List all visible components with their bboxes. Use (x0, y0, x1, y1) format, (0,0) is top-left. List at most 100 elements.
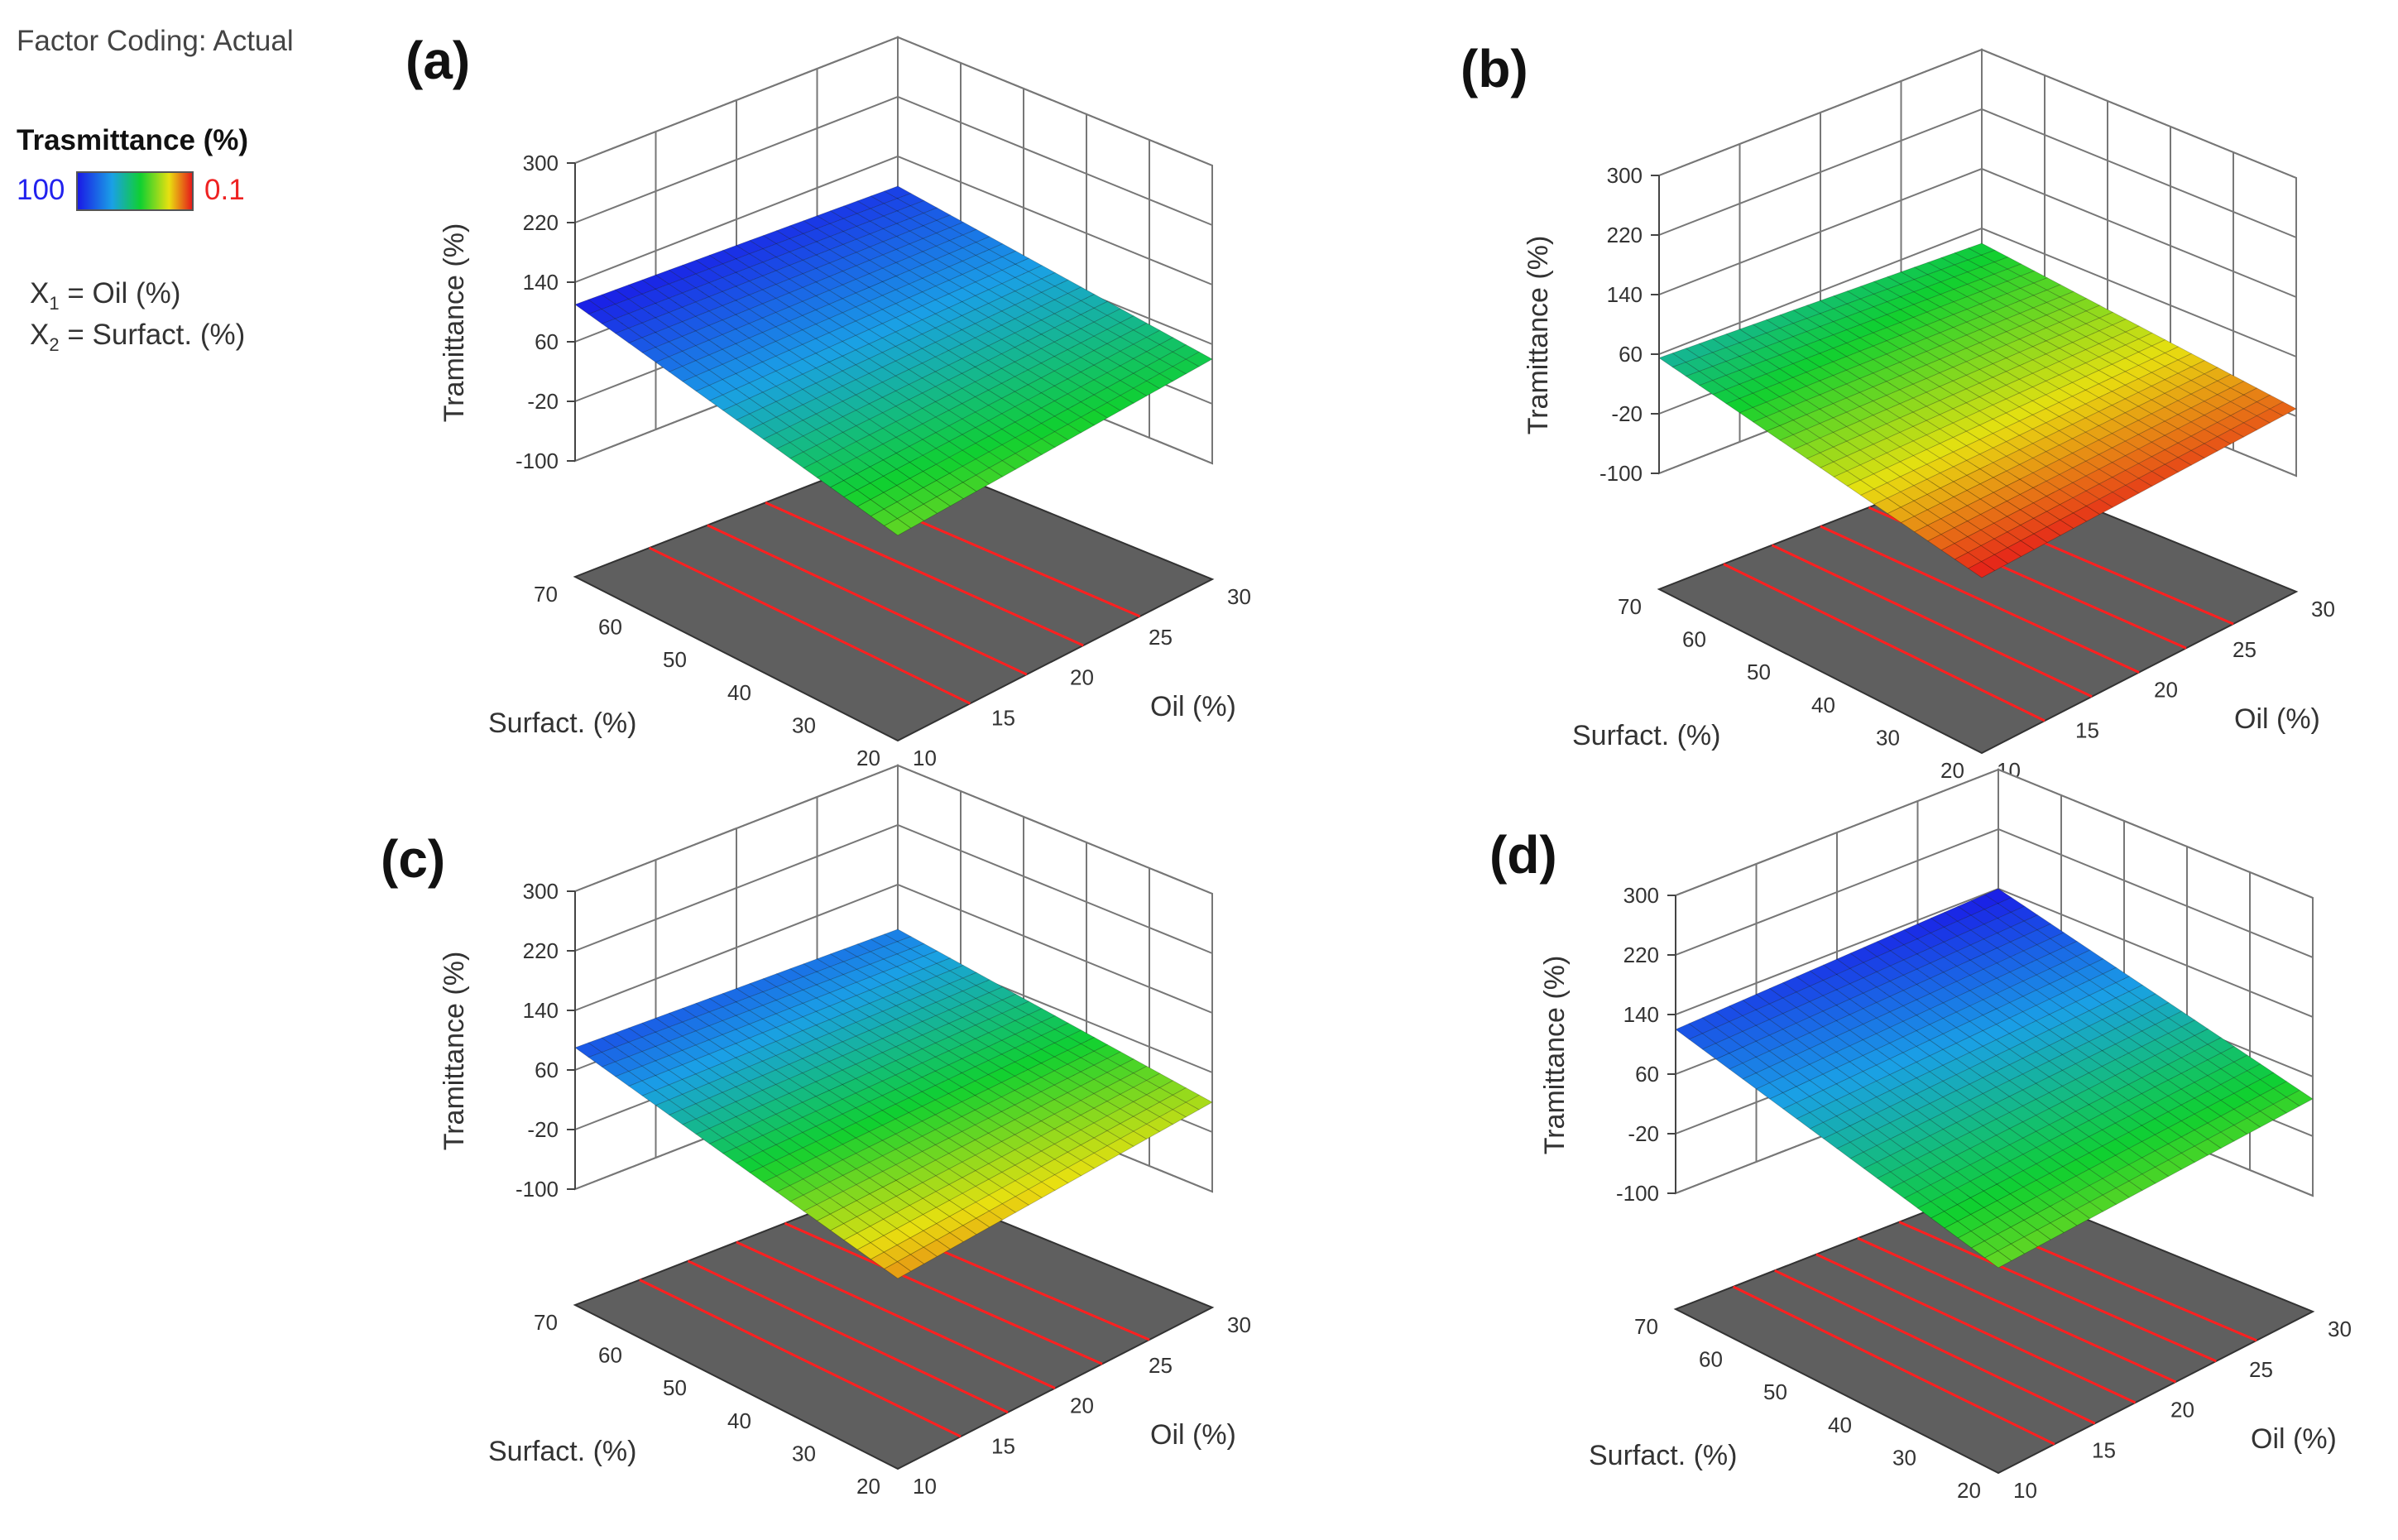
contour-line (1723, 563, 2045, 722)
z-tick-label: 220 (1623, 943, 1659, 967)
response-surface (1675, 888, 2314, 1269)
z-axis-label: Tramittance (%) (439, 952, 470, 1151)
z-tick-label: 60 (1635, 1062, 1659, 1087)
color-scale-high-label: 0.1 (204, 174, 245, 206)
x-tick-label: 10 (913, 1474, 937, 1499)
z-tick-label: -20 (1611, 401, 1643, 426)
x1-symbol: X (30, 277, 50, 309)
z-tick-label: -100 (1616, 1181, 1659, 1206)
y-axis-label: Surfact. (%) (1589, 1440, 1737, 1471)
response-surface (574, 928, 1213, 1279)
z-tick-label: 140 (1607, 282, 1643, 307)
y-tick-label: 70 (534, 1310, 558, 1335)
y-tick-label: 50 (663, 1375, 687, 1400)
x1-subscript: 1 (49, 293, 60, 314)
z-tick-label: 140 (523, 270, 559, 295)
panel-label: (c) (381, 829, 445, 889)
y-tick-label: 20 (856, 746, 880, 770)
x-tick-label: 20 (1070, 1394, 1094, 1418)
surface-facet (1185, 1094, 1213, 1111)
contour-line (1732, 1285, 2055, 1446)
contour-line (765, 501, 1084, 647)
z-tick-label: 220 (523, 938, 559, 963)
response-surface (1658, 242, 2297, 578)
x2-text: = Surfact. (%) (67, 319, 246, 351)
contour-floor (1673, 1182, 2315, 1475)
y-axis-label: Surfact. (%) (1572, 720, 1720, 751)
z-axis-label: Tramittance (%) (1539, 956, 1571, 1155)
z-tick-label: -20 (527, 1117, 559, 1142)
z-tick-label: -100 (516, 449, 559, 473)
panel-label: (d) (1489, 825, 1557, 885)
x1-text: = Oil (%) (67, 277, 181, 309)
contour-line (687, 1259, 1009, 1414)
x-axis-label: Oil (%) (2251, 1423, 2337, 1455)
color-scale-bar (76, 171, 194, 211)
x-tick-label: 15 (991, 1433, 1015, 1458)
z-tick-label: 300 (1623, 883, 1659, 908)
factor-coding-label: Factor Coding: Actual (17, 25, 294, 57)
x-tick-label: 30 (2311, 597, 2335, 621)
y-tick-label: 20 (856, 1474, 880, 1499)
contour-line (639, 1279, 962, 1438)
x-axis-label: Oil (%) (1150, 1419, 1236, 1451)
y-tick-label: 70 (1618, 594, 1642, 619)
panel-label: (a) (405, 31, 470, 90)
y-tick-label: 30 (792, 712, 816, 737)
response-surface (574, 185, 1213, 536)
contour-line (784, 1221, 1103, 1365)
z-tick-label: -20 (1628, 1121, 1659, 1146)
z-tick-label: 300 (1607, 163, 1643, 188)
y-tick-label: 30 (1876, 725, 1900, 750)
surface-facet (2269, 401, 2297, 416)
y-tick-label: 40 (1811, 693, 1835, 717)
y-tick-label: 20 (1957, 1478, 1981, 1503)
y-tick-label: 20 (1940, 758, 1964, 783)
x2-subscript: 2 (49, 334, 60, 355)
contour-line (649, 546, 971, 705)
x-tick-label: 20 (1070, 665, 1094, 690)
y-tick-label: 60 (1682, 627, 1706, 652)
x-tick-label: 25 (1149, 1353, 1173, 1378)
legend: Factor Coding: Actual Trasmittance (%) 1… (0, 0, 430, 430)
contour-floor (573, 449, 1215, 742)
y-tick-label: 30 (1892, 1445, 1916, 1470)
x-tick-label: 15 (2092, 1437, 2116, 1462)
x-tick-label: 10 (913, 746, 937, 770)
factor-x1-definition: X1 = Oil (%) (30, 277, 180, 314)
contour-floor (1657, 462, 2299, 755)
panel-label: (b) (1460, 39, 1528, 98)
z-tick-label: 140 (1623, 1002, 1659, 1027)
z-tick-label: 300 (523, 151, 559, 175)
x-axis-label: Oil (%) (2234, 703, 2320, 735)
x-tick-label: 15 (2075, 717, 2099, 742)
z-tick-label: 60 (1619, 342, 1643, 367)
color-scale-low-label: 100 (17, 174, 65, 206)
x-tick-label: 20 (2154, 678, 2178, 703)
z-tick-label: 220 (1607, 223, 1643, 247)
z-tick-label: 60 (535, 329, 559, 354)
contour-line (1815, 1253, 2137, 1404)
y-tick-label: 30 (792, 1441, 816, 1466)
contour-line (736, 1240, 1056, 1389)
x-tick-label: 25 (2233, 637, 2257, 662)
z-axis-label: Tramittance (%) (1523, 236, 1554, 435)
z-tick-label: -100 (1599, 461, 1643, 486)
y-axis-label: Surfact. (%) (488, 1436, 636, 1467)
y-tick-label: 50 (1747, 660, 1771, 684)
z-tick-label: -100 (516, 1177, 559, 1202)
z-tick-label: 220 (523, 210, 559, 235)
factor-x2-definition: X2 = Surfact. (%) (30, 319, 245, 356)
y-tick-label: 40 (727, 680, 751, 705)
x-tick-label: 20 (2170, 1398, 2194, 1422)
x2-symbol: X (30, 319, 50, 351)
contour-line (1771, 544, 2093, 698)
y-tick-label: 70 (534, 582, 558, 607)
x-tick-label: 30 (1227, 584, 1251, 609)
y-tick-label: 40 (1828, 1413, 1852, 1437)
contour-floor (573, 1178, 1215, 1470)
